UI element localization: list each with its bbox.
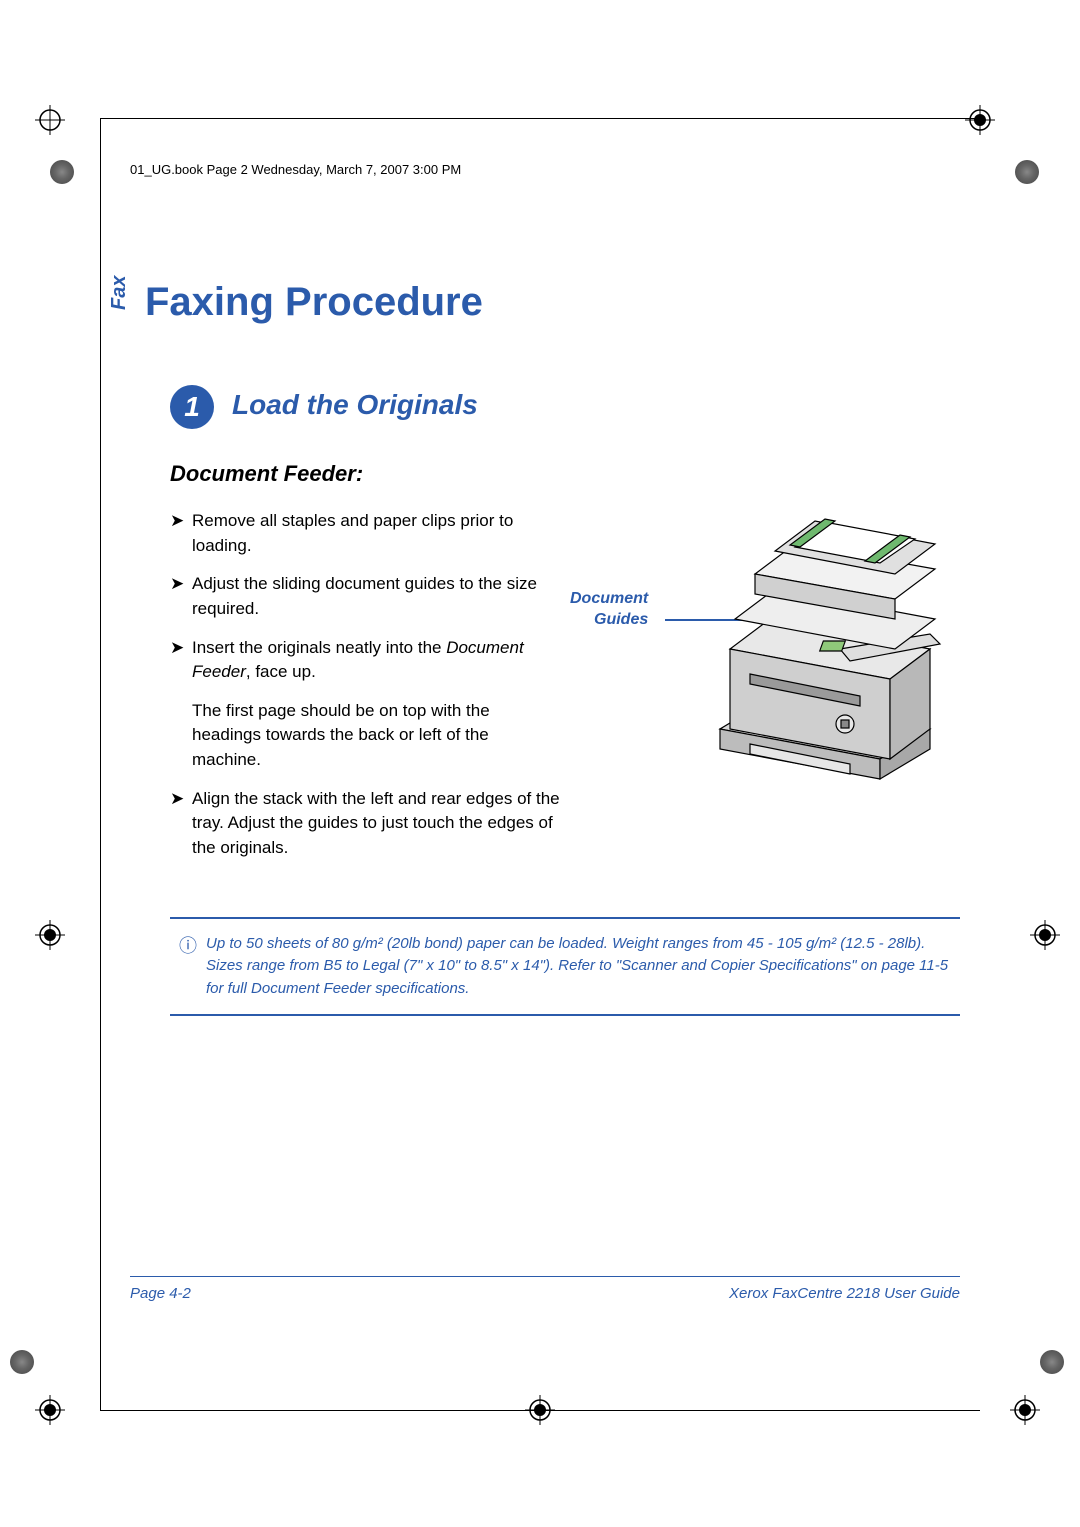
bullet-4: ➤ Align the stack with the left and rear… [170,787,560,861]
callout-label: DocumentGuides [570,589,648,631]
registration-mark-bl [35,1395,65,1425]
registration-dot-tr [1015,160,1039,184]
registration-mark-mr [1030,920,1060,950]
bullet-2-text: Adjust the sliding document guides to th… [192,572,560,621]
step-title: Load the Originals [232,385,478,421]
info-note-text: Up to 50 sheets of 80 g/m² (20lb bond) p… [206,933,960,1001]
header-stamp: 01_UG.book Page 2 Wednesday, March 7, 20… [130,162,461,177]
bullet-1: ➤ Remove all staples and paper clips pri… [170,509,560,558]
registration-mark-tr [965,105,995,135]
step-number-badge: 1 [170,385,214,429]
registration-mark-bc [525,1395,555,1425]
figure-column: DocumentGuides [560,509,960,875]
instruction-column: ➤ Remove all staples and paper clips pri… [170,509,560,875]
bullet-4-text: Align the stack with the left and rear e… [192,787,560,861]
info-icon: ⓘ [170,933,206,1001]
footer-doc-title: Xerox FaxCentre 2218 User Guide [729,1285,960,1302]
bullet-1-text: Remove all staples and paper clips prior… [192,509,560,558]
footer-page-number: Page 4-2 [130,1285,191,1302]
page-footer: Page 4-2 Xerox FaxCentre 2218 User Guide [130,1276,960,1302]
subheading: Document Feeder: [170,461,960,487]
bullet-2: ➤ Adjust the sliding document guides to … [170,572,560,621]
step-header: 1 Load the Originals [170,385,960,429]
info-note: ⓘ Up to 50 sheets of 80 g/m² (20lb bond)… [170,917,960,1017]
side-tab-label: Fax [108,276,131,310]
bullet-glyph-icon: ➤ [170,572,192,621]
bullet-glyph-icon: ➤ [170,787,192,861]
printer-illustration [680,499,970,789]
registration-mark-tl [35,105,65,135]
bullet-3-text: Insert the originals neatly into the Doc… [192,636,560,685]
registration-dot-bl [10,1350,34,1374]
registration-mark-br [1010,1395,1040,1425]
registration-dot-tl [50,160,74,184]
crop-line-top [100,118,980,119]
bullet-3-continuation: The first page should be on top with the… [192,699,560,773]
bullet-3: ➤ Insert the originals neatly into the D… [170,636,560,685]
page-title: Faxing Procedure [145,280,960,325]
bullet-glyph-icon: ➤ [170,636,192,685]
bullet-glyph-icon: ➤ [170,509,192,558]
registration-mark-ml [35,920,65,950]
crop-line-left [100,118,101,1410]
registration-dot-br [1040,1350,1064,1374]
